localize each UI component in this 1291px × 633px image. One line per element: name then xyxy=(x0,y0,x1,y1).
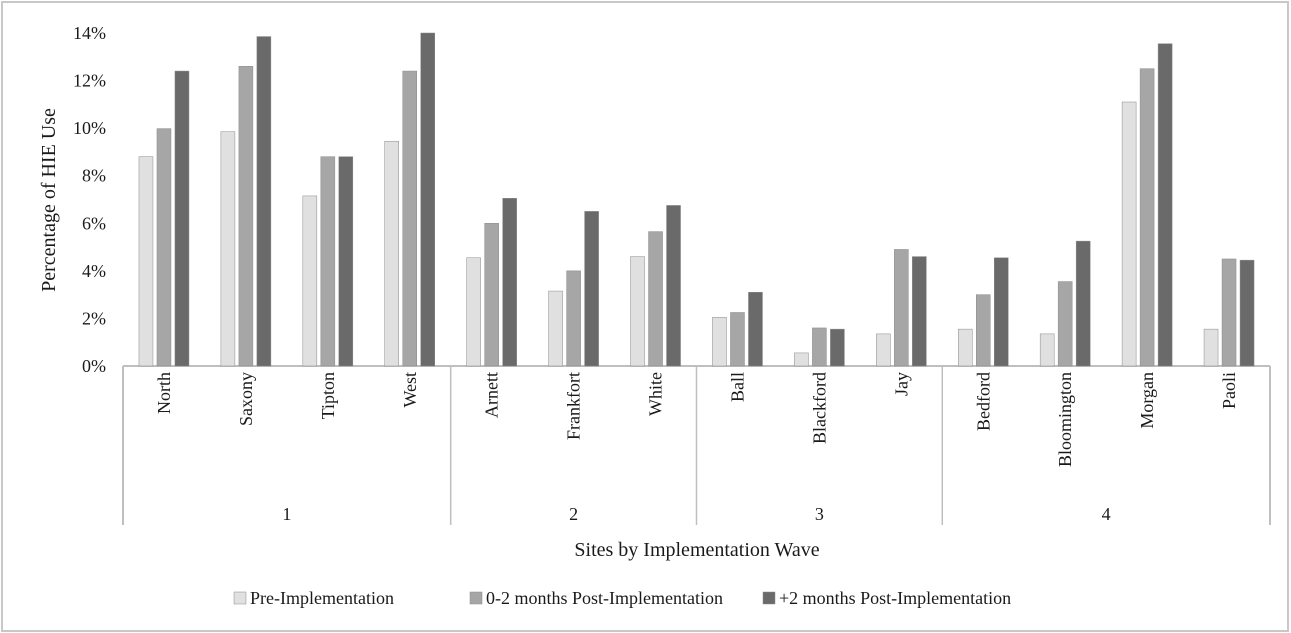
y-tick-label: 4% xyxy=(82,261,106,281)
bar-bedford-series-2 xyxy=(976,294,991,367)
bar-white-series-1 xyxy=(630,256,645,367)
y-tick-label: 0% xyxy=(82,356,106,376)
bar-bedford-series-3 xyxy=(994,257,1009,367)
bar-ball-series-1 xyxy=(712,316,727,367)
bar-blackford-series-3 xyxy=(830,328,845,367)
bar-tipton-series-1 xyxy=(302,195,318,367)
bar-north-series-1 xyxy=(138,156,154,367)
legend-swatch xyxy=(469,591,483,605)
group-label: 1 xyxy=(282,504,291,524)
bar-ball-series-2 xyxy=(730,312,745,367)
category-label: Morgan xyxy=(1137,372,1157,429)
category-label: Bedford xyxy=(973,372,993,431)
bar-north-series-3 xyxy=(174,70,190,367)
bar-bloomington-series-3 xyxy=(1075,240,1091,367)
bar-arnett-series-2 xyxy=(484,223,499,367)
labels-layer: 0% 2% 4% 6% 8% 10% 12% 14% 1 2 3 4 North Saxony Tipton… xyxy=(73,23,1239,524)
bar-saxony-series-3 xyxy=(256,36,272,367)
category-label: Arnett xyxy=(482,372,502,418)
y-tick-label: 14% xyxy=(73,23,106,43)
category-label: Jay xyxy=(891,372,911,396)
bar-frankfort-series-1 xyxy=(548,290,563,367)
bar-bloomington-series-2 xyxy=(1057,281,1073,367)
bar-paoli-series-2 xyxy=(1221,258,1237,367)
legend-label: 0-2 months Post-Implementation xyxy=(486,588,723,608)
bar-saxony-series-1 xyxy=(220,131,236,367)
bar-north-series-2 xyxy=(156,128,172,367)
legend-label: +2 months Post-Implementation xyxy=(779,588,1011,608)
bar-paoli-series-1 xyxy=(1203,328,1219,367)
group-label: 2 xyxy=(569,504,578,524)
category-label: Ball xyxy=(727,372,747,402)
x-axis-label: Sites by Implementation Wave xyxy=(574,539,819,561)
bar-jay-series-1 xyxy=(876,333,891,367)
category-label: Frankfort xyxy=(564,372,584,440)
bar-bedford-series-1 xyxy=(958,328,973,367)
bar-white-series-3 xyxy=(666,205,681,367)
bar-jay-series-3 xyxy=(912,256,927,367)
y-tick-label: 12% xyxy=(73,71,106,91)
bar-west-series-2 xyxy=(402,70,417,367)
bar-frankfort-series-3 xyxy=(584,211,599,367)
bar-tipton-series-2 xyxy=(320,156,336,367)
category-label: Paoli xyxy=(1219,372,1239,409)
legend-swatch xyxy=(233,591,247,605)
bar-frankfort-series-2 xyxy=(566,270,581,367)
bar-blackford-series-1 xyxy=(794,352,809,367)
legend-swatch xyxy=(762,591,776,605)
bar-morgan-series-3 xyxy=(1157,43,1173,367)
bar-saxony-series-2 xyxy=(238,66,254,367)
legend-label: Pre-Implementation xyxy=(250,588,394,608)
category-label: Saxony xyxy=(236,372,256,426)
category-label: Bloomington xyxy=(1055,372,1075,467)
bar-west-series-1 xyxy=(384,140,399,367)
y-tick-label: 6% xyxy=(82,213,106,233)
bar-west-series-3 xyxy=(420,32,435,367)
bar-bloomington-series-1 xyxy=(1039,333,1055,367)
y-tick-label: 10% xyxy=(73,118,106,138)
bar-morgan-series-1 xyxy=(1121,101,1137,367)
category-label: West xyxy=(400,372,420,408)
bars-layer xyxy=(138,32,1255,367)
category-label: North xyxy=(154,372,174,414)
bar-jay-series-2 xyxy=(894,249,909,367)
bar-ball-series-3 xyxy=(748,292,763,367)
bar-blackford-series-2 xyxy=(812,327,827,367)
bar-morgan-series-2 xyxy=(1139,68,1155,367)
bar-white-series-2 xyxy=(648,231,663,367)
category-label: Blackford xyxy=(809,372,829,444)
bar-paoli-series-3 xyxy=(1239,259,1255,367)
category-label: Tipton xyxy=(318,372,338,419)
bar-tipton-series-3 xyxy=(338,156,354,367)
group-label: 4 xyxy=(1102,504,1111,524)
y-tick-label: 8% xyxy=(82,166,106,186)
y-tick-label: 2% xyxy=(82,308,106,328)
bar-arnett-series-1 xyxy=(466,257,481,367)
legend: Pre-Implementation 0-2 months Post-Implem… xyxy=(233,588,1011,608)
y-axis-label: Percentage of HIE Use xyxy=(38,108,60,292)
category-label: White xyxy=(646,372,666,416)
group-label: 3 xyxy=(815,504,824,524)
bar-arnett-series-3 xyxy=(502,198,517,367)
